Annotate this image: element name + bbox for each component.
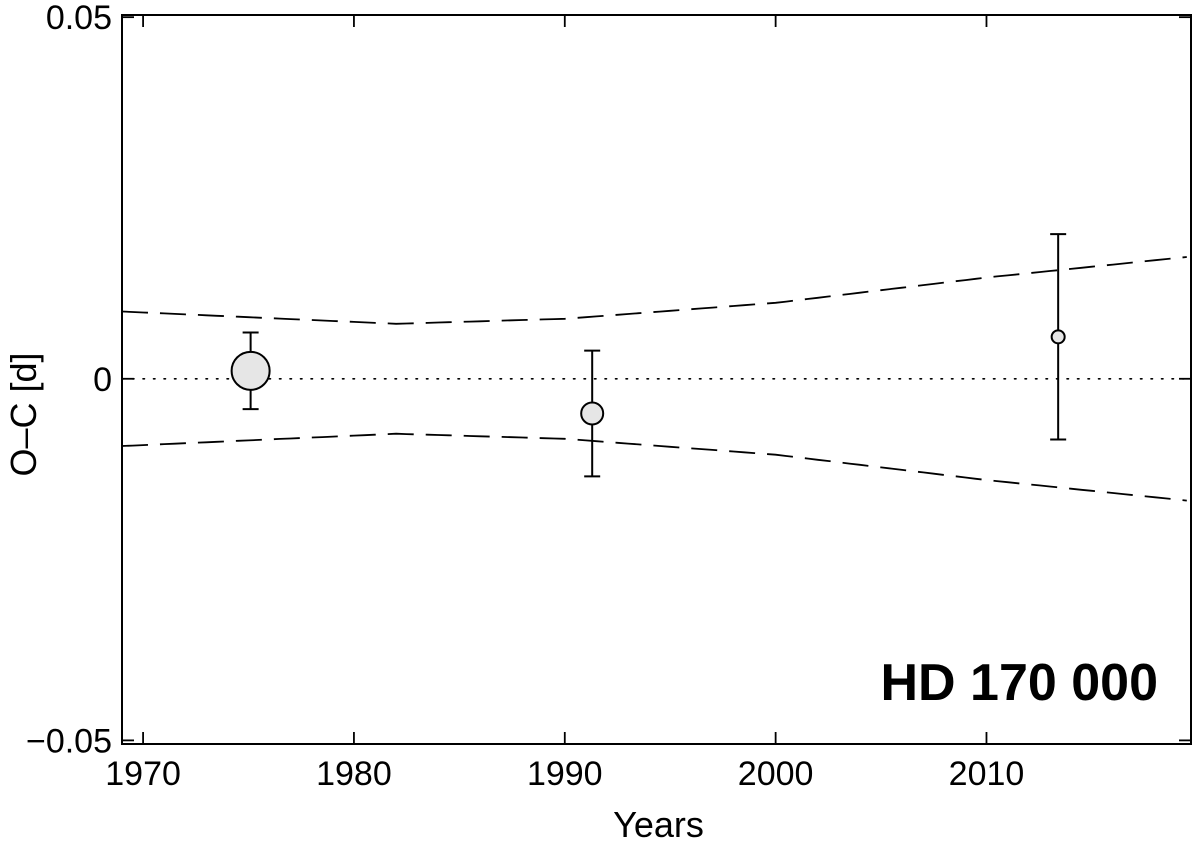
x-axis-title: Years [613,804,704,841]
star-name-annotation: HD 170 000 [880,654,1158,712]
data-point-marker [1050,329,1066,345]
y-tick-label: −0.05 [26,722,112,760]
x-tick-label: 1970 [105,755,181,793]
y-tick-label: 0.05 [46,0,112,37]
plot-frame [121,14,1192,745]
data-point-marker [580,401,605,426]
lower-envelope-curve [121,432,1187,502]
data-point-group [1050,233,1067,441]
x-tick-label: 1990 [527,755,603,793]
y-axis-title: O–C [d] [3,352,44,476]
data-points [230,233,1067,478]
x-tick-label: 1980 [316,755,392,793]
y-tick-label: 0 [93,361,112,399]
x-tick-label: 2000 [738,755,814,793]
data-point-marker [230,350,271,391]
axis-ticks: 1970 1980 1990 2000 2010 −0.05 0 0.05 [26,0,1191,793]
upper-envelope-curve [121,256,1187,325]
data-point-group [230,331,271,411]
plot-lines [121,256,1192,502]
x-tick-label: 2010 [949,755,1025,793]
data-point-group [580,349,605,478]
